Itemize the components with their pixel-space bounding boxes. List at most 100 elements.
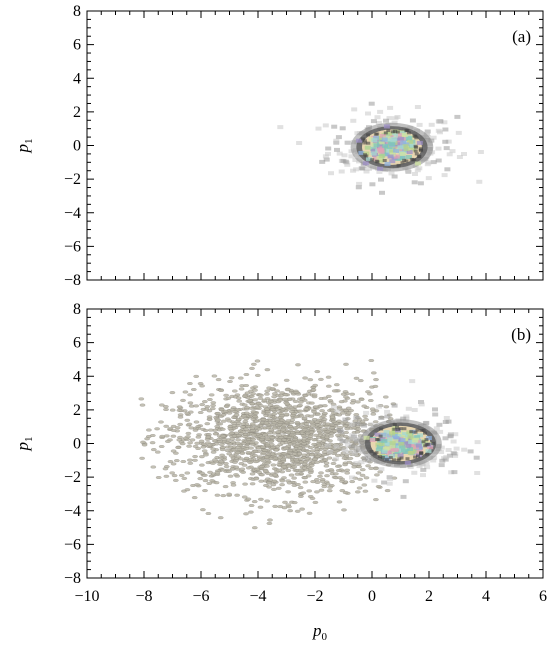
y-tick-label: 0 [73, 436, 81, 453]
scatter-point [192, 428, 199, 432]
scatter-point [241, 495, 248, 499]
scatter-point [194, 441, 200, 445]
scatter-point [186, 444, 192, 448]
scatter-point [249, 472, 256, 476]
scatter-point [316, 443, 323, 447]
scatter-point [317, 474, 323, 478]
scatter-point [252, 398, 258, 402]
scatter-point [277, 421, 284, 425]
scatter-point [256, 427, 263, 431]
scatter-point [335, 464, 341, 468]
scatter-point [187, 461, 194, 465]
scatter-point [336, 413, 343, 417]
scatter-point [314, 420, 321, 424]
scatter-point [294, 421, 301, 425]
scatter-point [167, 460, 174, 464]
scatter-point [291, 452, 298, 456]
scatter-point [254, 359, 261, 363]
scatter-point [327, 439, 333, 443]
scatter-point [234, 493, 240, 497]
scatter-point [330, 462, 337, 466]
scatter-point [199, 455, 205, 459]
scatter-point [184, 488, 191, 492]
scatter-point [324, 474, 330, 478]
scatter-point [332, 429, 338, 433]
scatter-point [327, 399, 334, 403]
x-tick-label: 6 [539, 588, 547, 605]
scatter-point [325, 384, 332, 388]
scatter-point [243, 512, 249, 516]
scatter-point [372, 420, 379, 424]
scatter-point [252, 454, 258, 458]
scatter-point [316, 428, 322, 432]
scatter-point [346, 460, 353, 464]
scatter-point [314, 480, 321, 484]
scatter-point [296, 452, 303, 456]
scatter-point [291, 476, 297, 480]
scatter-point [138, 397, 145, 401]
scatter-point [370, 371, 377, 375]
scatter-point [227, 474, 234, 478]
scatter-point [251, 526, 258, 530]
scatter-point [193, 420, 200, 424]
scatter-point [173, 451, 179, 455]
scatter-point [187, 393, 193, 397]
scatter-point [333, 383, 340, 387]
scatter-point [354, 490, 361, 494]
scatter-point [329, 415, 336, 419]
scatter-point [356, 486, 363, 490]
scatter-point [286, 436, 293, 440]
scatter-point [353, 376, 360, 380]
scatter-point [199, 471, 205, 475]
scatter-point [172, 478, 179, 482]
scatter-point [169, 471, 175, 475]
scatter-point [141, 443, 148, 447]
scatter-point [268, 428, 274, 432]
scatter-point [259, 465, 265, 469]
scatter-point [209, 407, 216, 411]
scatter-point [323, 461, 330, 465]
scatter-point [243, 456, 250, 460]
scatter-point [299, 397, 306, 401]
scatter-point [223, 462, 229, 466]
scatter-point [173, 459, 180, 463]
scatter-point [288, 473, 295, 477]
scatter-point [362, 414, 368, 418]
scatter-point [163, 424, 169, 428]
scatter-point [169, 391, 176, 395]
scatter-point [230, 483, 237, 487]
scatter-point [302, 376, 308, 380]
y-axis-label: p1 [13, 437, 35, 452]
scatter-point [243, 417, 250, 421]
scatter-point [213, 481, 220, 485]
scatter-point [269, 436, 276, 440]
scatter-point [279, 479, 286, 483]
scatter-point [330, 420, 337, 424]
scatter-point [231, 416, 237, 420]
scatter-point [144, 437, 150, 441]
scatter-point [189, 438, 196, 442]
scatter-point [291, 501, 298, 505]
scatter-point [177, 422, 183, 426]
scatter-point [235, 438, 241, 442]
scatter-point [250, 392, 256, 396]
scatter-point [283, 446, 289, 450]
y-tick-label: −6 [64, 536, 81, 553]
scatter-point [192, 458, 198, 462]
scatter-point [241, 403, 248, 407]
scatter-point [180, 460, 187, 464]
scatter-point [338, 400, 345, 404]
scatter-point [163, 474, 170, 478]
scatter-point [322, 458, 329, 462]
scatter-point [256, 470, 263, 474]
scatter-point [341, 508, 347, 512]
scatter-point [158, 420, 164, 424]
scatter-point [232, 460, 238, 464]
scatter-point [265, 410, 271, 414]
scatter-point [204, 405, 211, 409]
scatter-point [241, 414, 247, 418]
scatter-point [268, 443, 275, 447]
scatter-point [200, 407, 207, 411]
scatter-point [308, 463, 315, 467]
scatter-point [305, 474, 312, 478]
